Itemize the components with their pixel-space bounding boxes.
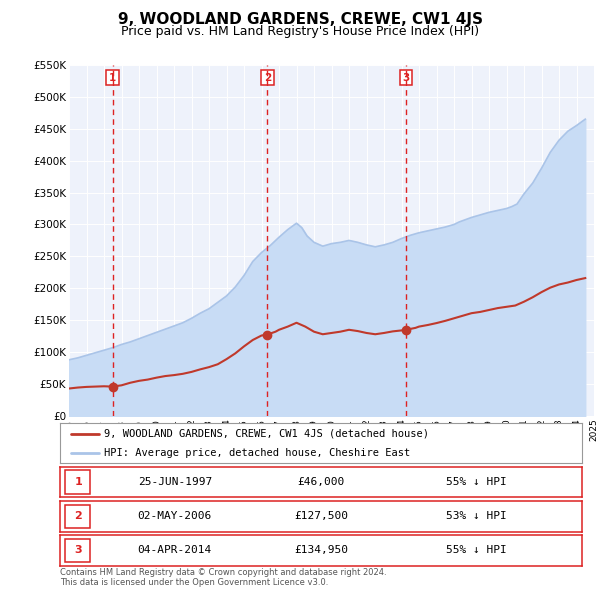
Text: 2: 2 (74, 512, 82, 521)
Text: 1: 1 (74, 477, 82, 487)
Text: £134,950: £134,950 (294, 546, 348, 555)
Text: 04-APR-2014: 04-APR-2014 (138, 546, 212, 555)
FancyBboxPatch shape (65, 470, 90, 494)
Text: 9, WOODLAND GARDENS, CREWE, CW1 4JS: 9, WOODLAND GARDENS, CREWE, CW1 4JS (118, 12, 482, 27)
Text: £46,000: £46,000 (298, 477, 344, 487)
Text: Price paid vs. HM Land Registry's House Price Index (HPI): Price paid vs. HM Land Registry's House … (121, 25, 479, 38)
Text: 25-JUN-1997: 25-JUN-1997 (138, 477, 212, 487)
Text: £127,500: £127,500 (294, 512, 348, 521)
FancyBboxPatch shape (65, 504, 90, 528)
Text: 02-MAY-2006: 02-MAY-2006 (138, 512, 212, 521)
Text: 1: 1 (109, 73, 116, 83)
Text: 9, WOODLAND GARDENS, CREWE, CW1 4JS (detached house): 9, WOODLAND GARDENS, CREWE, CW1 4JS (det… (104, 429, 430, 439)
Text: 1: 1 (74, 477, 82, 487)
Text: 3: 3 (402, 73, 409, 83)
Text: 3: 3 (74, 546, 82, 555)
Text: 55% ↓ HPI: 55% ↓ HPI (446, 477, 507, 487)
FancyBboxPatch shape (65, 539, 90, 562)
Text: 2: 2 (263, 73, 271, 83)
Text: 2: 2 (74, 512, 82, 521)
Text: HPI: Average price, detached house, Cheshire East: HPI: Average price, detached house, Ches… (104, 448, 410, 458)
Text: 3: 3 (74, 546, 82, 555)
Text: Contains HM Land Registry data © Crown copyright and database right 2024.
This d: Contains HM Land Registry data © Crown c… (60, 568, 386, 587)
Text: 55% ↓ HPI: 55% ↓ HPI (446, 546, 507, 555)
Text: 53% ↓ HPI: 53% ↓ HPI (446, 512, 507, 521)
